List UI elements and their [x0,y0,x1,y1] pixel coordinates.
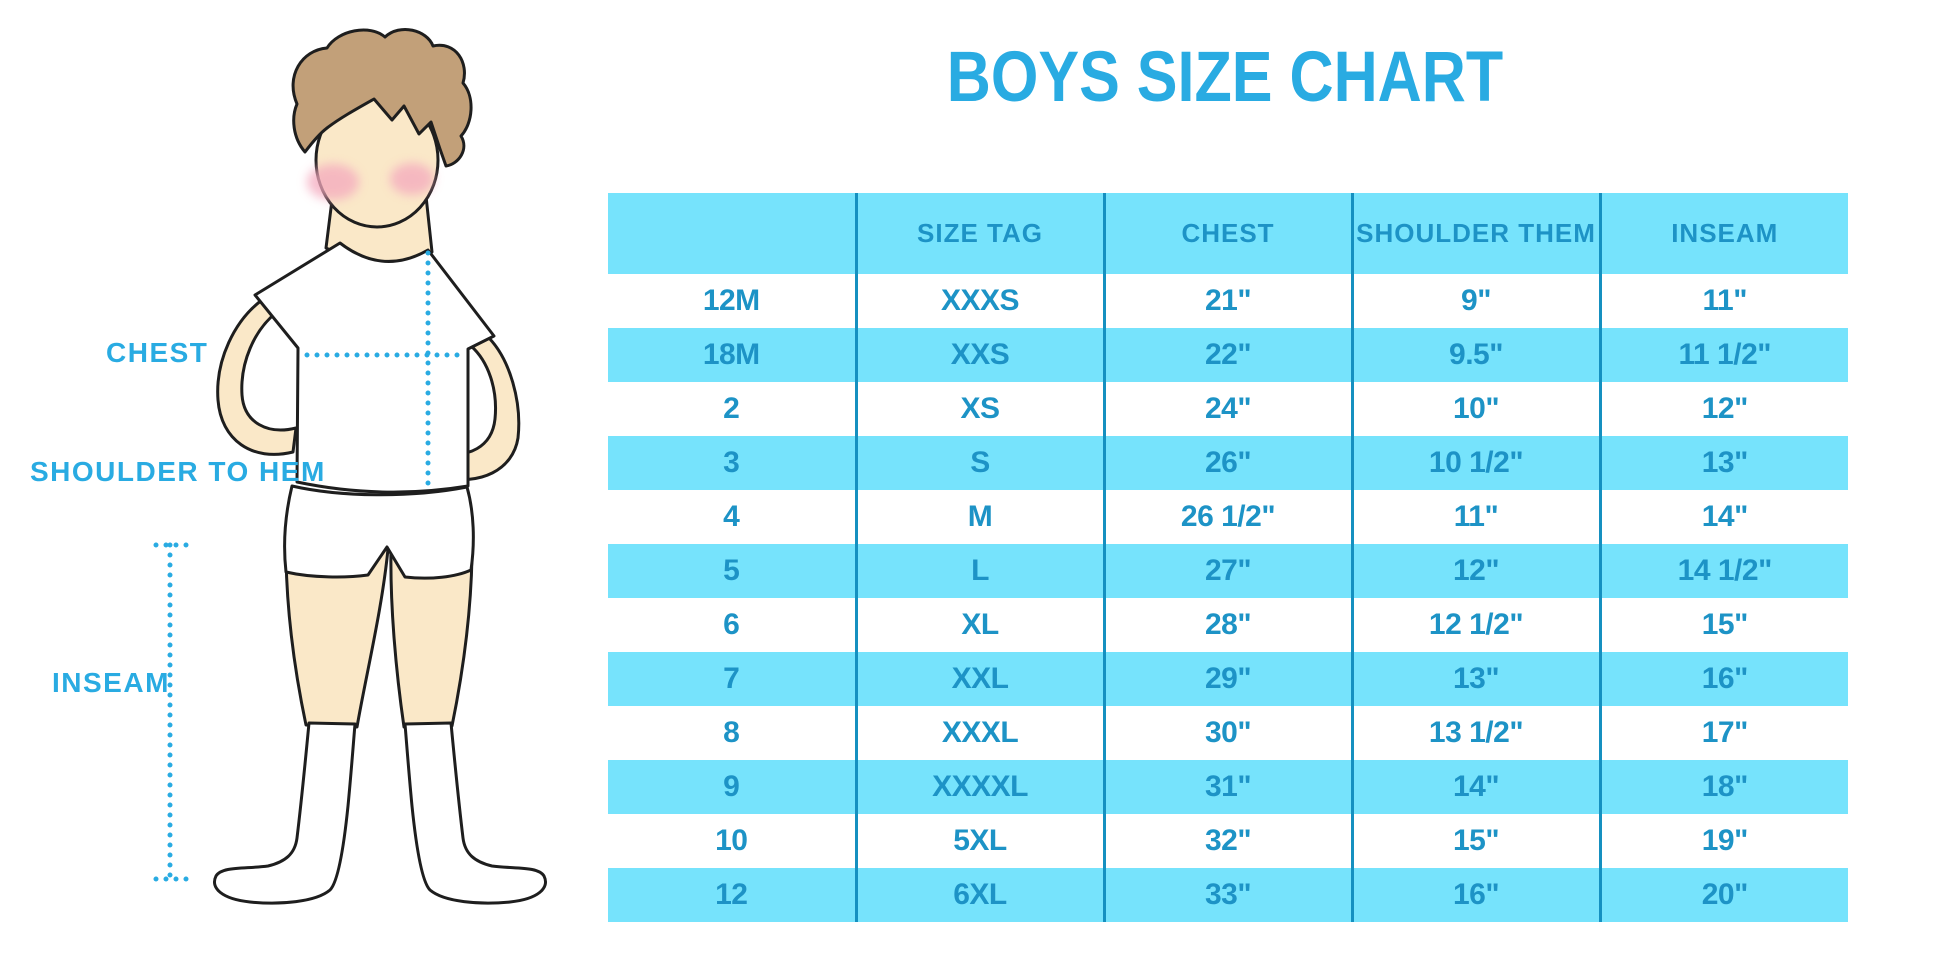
column-header-shoulder: SHOULDER THEM [1350,193,1600,274]
table-row: 12M XXXS 21" 9" 11" [608,274,1848,328]
table-row: 4 M 26 1/2" 11" 14" [608,490,1848,544]
value-cell: XL [854,598,1104,652]
value-cell: 16" [1350,868,1600,922]
size-cell: 18M [702,338,760,371]
value-cell: 17" [1598,706,1848,760]
size-cell: 8 [723,716,740,749]
size-cell: 5 [723,554,740,587]
table-row: 2 XS 24" 10" 12" [608,382,1848,436]
value-cell: M [854,490,1104,544]
value-cell: 30" [1102,706,1352,760]
boy-shirt [253,241,496,494]
size-cell: 7 [723,662,740,695]
value-cell: 5XL [854,814,1104,868]
value-cell: 6XL [854,868,1104,922]
column-header-size-tag: SIZE TAG [854,193,1104,274]
value-cell: 14 1/2" [1598,544,1848,598]
size-cell: 10 [715,824,748,857]
value-cell: 21" [1102,274,1352,328]
value-cell: XXL [854,652,1104,706]
value-cell: 14" [1350,760,1600,814]
value-cell: 10" [1350,382,1600,436]
table-row: 7 XXL 29" 13" 16" [608,652,1848,706]
value-cell: 29" [1102,652,1352,706]
table-row: 3 S 26" 10 1/2" 13" [608,436,1848,490]
value-cell: 19" [1598,814,1848,868]
table-row: 9 XXXXL 31" 14" 18" [608,760,1848,814]
value-cell: 13" [1350,652,1600,706]
size-cell: 4 [723,500,740,533]
value-cell: 20" [1598,868,1848,922]
column-header-chest: CHEST [1102,193,1352,274]
table-row: 12 6XL 33" 16" 20" [608,868,1848,922]
value-cell: 33" [1102,868,1352,922]
value-cell: 15" [1598,598,1848,652]
table-row: 10 5XL 32" 15" 19" [608,814,1848,868]
value-cell: S [854,436,1104,490]
value-cell: 11" [1598,274,1848,328]
chest-label: CHEST [106,337,209,368]
value-cell: XXXS [854,274,1104,328]
value-cell: 32" [1102,814,1352,868]
value-cell: 9.5" [1350,328,1600,382]
size-cell: 12 [715,878,748,911]
boy-leg-left [284,547,390,729]
size-table: SIZE TAG CHEST SHOULDER THEM INSEAM 12M X… [608,193,1848,922]
value-cell: 26 1/2" [1102,490,1352,544]
page-title: BOYS SIZE CHART [946,38,1504,117]
value-cell: 14" [1598,490,1848,544]
table-row: 6 XL 28" 12 1/2" 15" [608,598,1848,652]
column-header-inseam: INSEAM [1598,193,1848,274]
value-cell: 27" [1102,544,1352,598]
table-row: 5 L 27" 12" 14 1/2" [608,544,1848,598]
value-cell: 9" [1350,274,1600,328]
boy-figure-illustration [153,28,547,905]
size-cell: 6 [723,608,740,641]
value-cell: XS [854,382,1104,436]
table-row: 8 XXXL 30" 13 1/2" 17" [608,706,1848,760]
boy-arm-left [216,298,298,456]
value-cell: 16" [1598,652,1848,706]
value-cell: XXXXL [854,760,1104,814]
value-cell: XXXL [854,706,1104,760]
value-cell: 12" [1350,544,1600,598]
value-cell: 13" [1598,436,1848,490]
size-cell: 9 [723,770,740,803]
value-cell: XXS [854,328,1104,382]
value-cell: 24" [1102,382,1352,436]
value-cell: 22" [1102,328,1352,382]
size-table-body: 12M XXXS 21" 9" 11" 18M XXS 22" 9.5" 11 1/2" 2 XS 24… [608,274,1848,922]
value-cell: 12 1/2" [1350,598,1600,652]
boy-sock-left [213,721,357,905]
size-cell: 12M [702,284,760,317]
boy-blush [307,163,434,200]
header-row: SIZE TAG CHEST SHOULDER THEM INSEAM [608,193,1848,274]
value-cell: 31" [1102,760,1352,814]
size-table-header: SIZE TAG CHEST SHOULDER THEM INSEAM [608,193,1848,274]
value-cell: 10 1/2" [1350,436,1600,490]
column-header-blank [608,193,856,274]
table-row: 18M XXS 22" 9.5" 11 1/2" [608,328,1848,382]
boy-shorts [283,484,475,580]
value-cell: L [854,544,1104,598]
boy-hair [291,28,473,168]
shoulder-to-hem-label: SHOULDER TO HEM [30,456,326,487]
inseam-measurement-line [153,542,195,882]
value-cell: 26" [1102,436,1352,490]
value-cell: 11" [1350,490,1600,544]
boy-sock-right [403,721,547,905]
inseam-label: INSEAM [52,667,170,698]
size-cell: 3 [723,446,740,479]
size-cell: 2 [723,392,740,425]
value-cell: 13 1/2" [1350,706,1600,760]
value-cell: 15" [1350,814,1600,868]
value-cell: 11 1/2" [1598,328,1848,382]
value-cell: 18" [1598,760,1848,814]
value-cell: 12" [1598,382,1848,436]
value-cell: 28" [1102,598,1352,652]
